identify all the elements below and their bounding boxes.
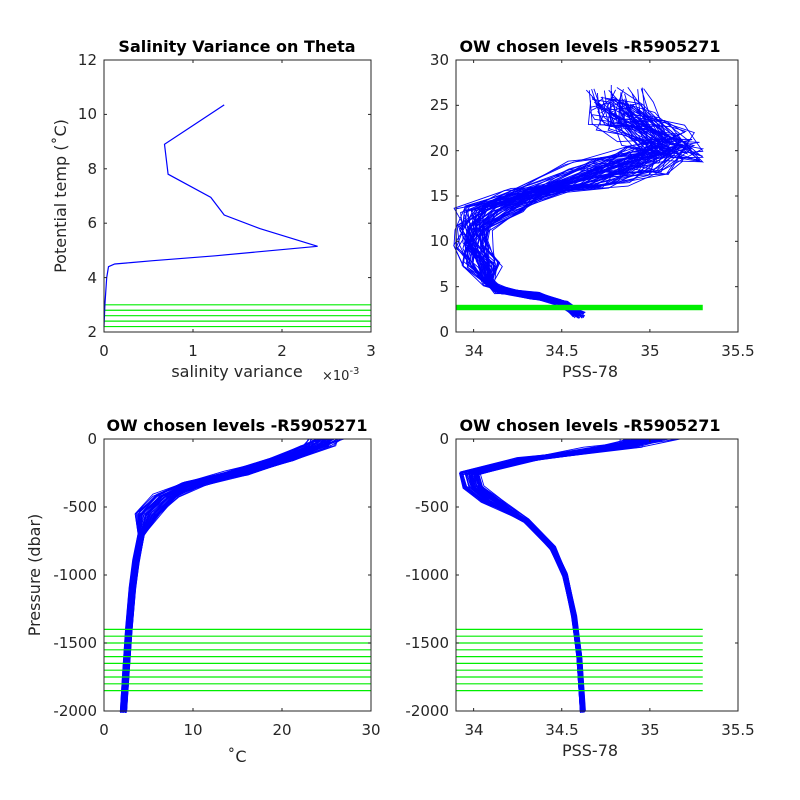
ts-profile bbox=[478, 93, 693, 314]
y-tick-label: -1000 bbox=[53, 566, 97, 584]
y-tick-label: -1000 bbox=[405, 566, 449, 584]
x-axis-label: ˚C bbox=[227, 747, 246, 766]
y-tick-label: -1500 bbox=[405, 634, 449, 652]
x-tick-label: 35.5 bbox=[721, 721, 754, 739]
y-tick-label: -500 bbox=[63, 498, 97, 516]
y-tick-label: -1500 bbox=[53, 634, 97, 652]
tick-marks bbox=[456, 438, 739, 712]
variance-line bbox=[103, 104, 318, 327]
chosen-level-band bbox=[456, 304, 703, 311]
x-tick-label: 35 bbox=[640, 721, 659, 739]
y-tick-label: 8 bbox=[87, 160, 97, 178]
chart-title: OW chosen levels -R5905271 bbox=[459, 37, 720, 56]
x-axis-label: salinity variance bbox=[171, 362, 302, 381]
y-tick-label: -2000 bbox=[405, 702, 449, 720]
y-axis-label: Potential temp (˚C) bbox=[51, 119, 70, 273]
x-tick-label: 0 bbox=[99, 721, 109, 739]
y-tick-label: 15 bbox=[430, 187, 449, 205]
chart-title: Salinity Variance on Theta bbox=[118, 37, 355, 56]
x-tick-label: 1 bbox=[188, 342, 198, 360]
panel-theta-salinity: OW chosen levels -R5905271 PSS-78 34 34.… bbox=[430, 37, 755, 381]
y-tick-label: 10 bbox=[430, 232, 449, 250]
chart-title: OW chosen levels -R5905271 bbox=[459, 416, 720, 435]
pressure-profile bbox=[471, 438, 668, 711]
y-tick-label: 10 bbox=[78, 105, 97, 123]
x-tick-label: 34.5 bbox=[545, 721, 578, 739]
y-tick-label: 30 bbox=[430, 51, 449, 69]
tick-marks bbox=[456, 59, 739, 333]
panel-salinity-variance: Salinity Variance on Theta salinity vari… bbox=[51, 37, 376, 384]
x-tick-label: 30 bbox=[361, 721, 380, 739]
x-axis-label: PSS-78 bbox=[562, 741, 618, 760]
ts-profile bbox=[480, 105, 681, 318]
y-tick-label: -2000 bbox=[53, 702, 97, 720]
y-tick-label: -500 bbox=[415, 498, 449, 516]
y-tick-label: 6 bbox=[87, 214, 97, 232]
x-tick-label: 2 bbox=[277, 342, 287, 360]
tick-marks bbox=[103, 438, 372, 712]
x-tick-label: 34.5 bbox=[545, 342, 578, 360]
plot-area bbox=[104, 438, 371, 714]
plot-area bbox=[456, 438, 703, 714]
ts-profile bbox=[461, 109, 652, 314]
y-tick-label: 5 bbox=[439, 278, 449, 296]
x-axis-label: PSS-78 bbox=[562, 362, 618, 381]
pressure-profile bbox=[121, 438, 322, 710]
y-tick-label: 4 bbox=[87, 269, 97, 287]
x-tick-label: 10 bbox=[183, 721, 202, 739]
x-tick-label: 20 bbox=[272, 721, 291, 739]
x-tick-label: 34 bbox=[464, 342, 483, 360]
ts-profile bbox=[484, 115, 704, 313]
panel-pressure-temperature: OW chosen levels -R5905271 ˚C Pressure (… bbox=[25, 416, 381, 766]
chart-title: OW chosen levels -R5905271 bbox=[106, 416, 367, 435]
y-axis-label: Pressure (dbar) bbox=[25, 514, 44, 637]
axes-box bbox=[103, 59, 372, 333]
pressure-profile bbox=[122, 438, 320, 713]
x-tick-label: 35.5 bbox=[721, 342, 754, 360]
y-tick-label: 0 bbox=[439, 430, 449, 448]
x-tick-label: 34 bbox=[464, 721, 483, 739]
x-tick-label: 35 bbox=[640, 342, 659, 360]
ts-profile bbox=[488, 89, 705, 313]
y-tick-label: 0 bbox=[439, 323, 449, 341]
y-tick-label: 2 bbox=[87, 323, 97, 341]
pressure-profile bbox=[460, 438, 628, 710]
x-tick-label: 0 bbox=[99, 342, 109, 360]
tick-marks bbox=[103, 59, 372, 333]
y-tick-label: 25 bbox=[430, 96, 449, 114]
y-tick-label: 0 bbox=[87, 430, 97, 448]
x-axis-exponent: ×10-3 bbox=[322, 366, 359, 384]
plot-area bbox=[103, 104, 371, 328]
pressure-profile bbox=[465, 438, 645, 710]
panel-pressure-salinity: OW chosen levels -R5905271 PSS-78 34 34.… bbox=[405, 416, 754, 760]
x-tick-label: 3 bbox=[366, 342, 376, 360]
y-tick-label: 20 bbox=[430, 142, 449, 160]
y-tick-label: 12 bbox=[78, 51, 97, 69]
